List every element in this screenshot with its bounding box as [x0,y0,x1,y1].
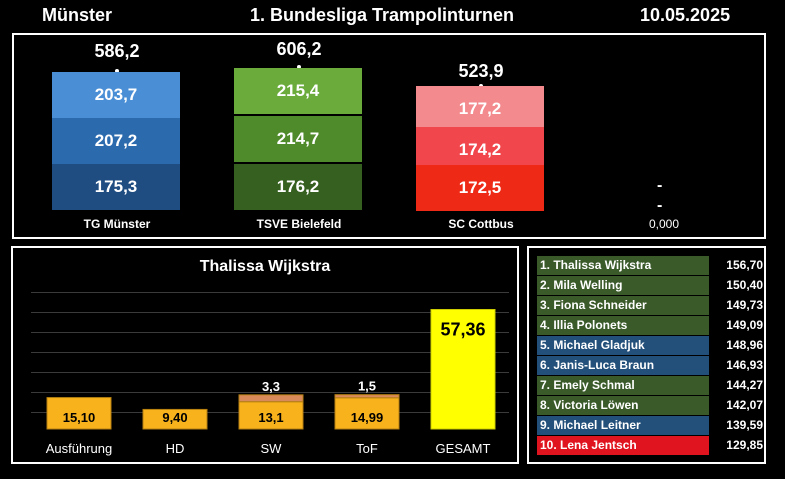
team-score-segment: 215,4 [234,68,362,114]
ranking-athlete-name: 5. Michael Gladjuk [537,336,709,355]
ranking-score: 149,09 [726,318,763,332]
gridline [31,332,509,333]
category-label: Ausführung [46,441,113,456]
team-standings-panel: 586,2 203,7 207,2 175,3 TG Münster 606,2… [12,33,766,239]
team-score-segment: 175,3 [52,164,180,210]
bonus-bar [238,394,304,403]
team-name: 0,000 [648,217,680,231]
ranking-score: 129,85 [726,438,763,452]
athlete-score-chart: 15,10 Ausführung 9,40 HD 3,3 13,1 SW 1,5 14,99 To… [46,309,496,456]
ranking-athlete-name: 8. Victoria Löwen [537,396,709,415]
bar-value-label: 13,1 [258,410,283,425]
team-marker [115,69,119,73]
ranking-score: 156,70 [726,258,763,272]
team-score-segment: 177,2 [416,86,544,132]
ranking-athlete-name: 10. Lena Jentsch [537,436,709,455]
bar-value-label: 15,10 [63,410,96,425]
score-bar [238,401,304,430]
score-bar [334,397,400,430]
ranking-row: 5. Michael Gladjuk 148,96 [537,336,763,355]
team-name: SC Cottbus [448,217,514,231]
bar-value-label: 57,36 [440,320,485,340]
team-score-segment: 176,2 [234,164,362,210]
score-bar [142,408,208,430]
ranking-score: 139,59 [726,418,763,432]
gridline [31,372,509,373]
team-score-segment: 203,7 [52,72,180,118]
category-label: SW [261,441,283,456]
ranking-score: 150,40 [726,278,763,292]
ranking-row: 6. Janis-Luca Braun 146,93 [537,356,763,375]
gridline [31,292,509,293]
location-label: Münster [42,5,113,25]
ranking-row: 4. Illia Polonets 149,09 [537,316,763,335]
category-label: HD [166,441,185,456]
gridline [31,312,509,313]
team-name: TG Münster [83,217,151,231]
team-marker [297,65,301,69]
ranking-row: 1. Thalissa Wijkstra 156,70 [537,256,763,275]
team-total: 523,9 [458,61,504,81]
ranking-score: 142,07 [726,398,763,412]
ranking-row: 7. Emely Schmal 144,27 [537,376,763,395]
team-score-segment: 172,5 [416,165,544,211]
bonus-bar [334,394,400,399]
ranking-score: 148,96 [726,338,763,352]
event-date: 10.05.2025 [640,5,731,25]
team-score-segment: 214,7 [234,116,362,162]
empty-slot-dash: - [657,197,663,214]
athlete-name: Thalissa Wijkstra [199,258,331,275]
bar-value-label: 14,99 [351,410,384,425]
ranking-score: 149,73 [726,298,763,312]
ranking-row: 2. Mila Welling 150,40 [537,276,763,295]
category-label: ToF [356,441,378,456]
event-title: 1. Bundesliga Trampolinturnen [250,5,515,25]
gridline [31,352,509,353]
ranking-row: 10. Lena Jentsch 129,85 [537,436,763,455]
ranking-row: 3. Fiona Schneider 149,73 [537,296,763,315]
ranking-athlete-name: 2. Mila Welling [537,276,709,295]
bonus-label: 3,3 [262,379,280,394]
ranking-athlete-name: 7. Emely Schmal [537,376,709,395]
ranking-row: 8. Victoria Löwen 142,07 [537,396,763,415]
team-name: TSVE Bielefeld [256,217,342,231]
ranking-athlete-name: 3. Fiona Schneider [537,296,709,315]
gridline [31,392,509,393]
ranking-score: 146,93 [726,358,763,372]
score-bar [430,309,496,430]
empty-slot-dash: - [657,177,663,194]
ranking-athlete-name: 1. Thalissa Wijkstra [537,256,709,275]
score-bar [46,397,112,430]
bar-value-label: 9,40 [162,410,187,425]
team-total: 586,2 [94,41,140,61]
ranking-athlete-name: 4. Illia Polonets [537,316,709,335]
ranking-score: 144,27 [726,378,763,392]
team-total: 606,2 [276,39,322,59]
bonus-label: 1,5 [358,379,376,394]
category-label: GESAMT [436,441,491,456]
ranking-panel: 1. Thalissa Wijkstra 156,70 2. Mila Well… [527,246,766,464]
team-score-segment: 207,2 [52,118,180,164]
athlete-score-panel: Thalissa Wijkstra 15,10 Ausführung 9,40 HD 3… [11,246,519,464]
ranking-athlete-name: 6. Janis-Luca Braun [537,356,709,375]
ranking-athlete-name: 9. Michael Leitner [537,416,709,435]
ranking-row: 9. Michael Leitner 139,59 [537,416,763,435]
